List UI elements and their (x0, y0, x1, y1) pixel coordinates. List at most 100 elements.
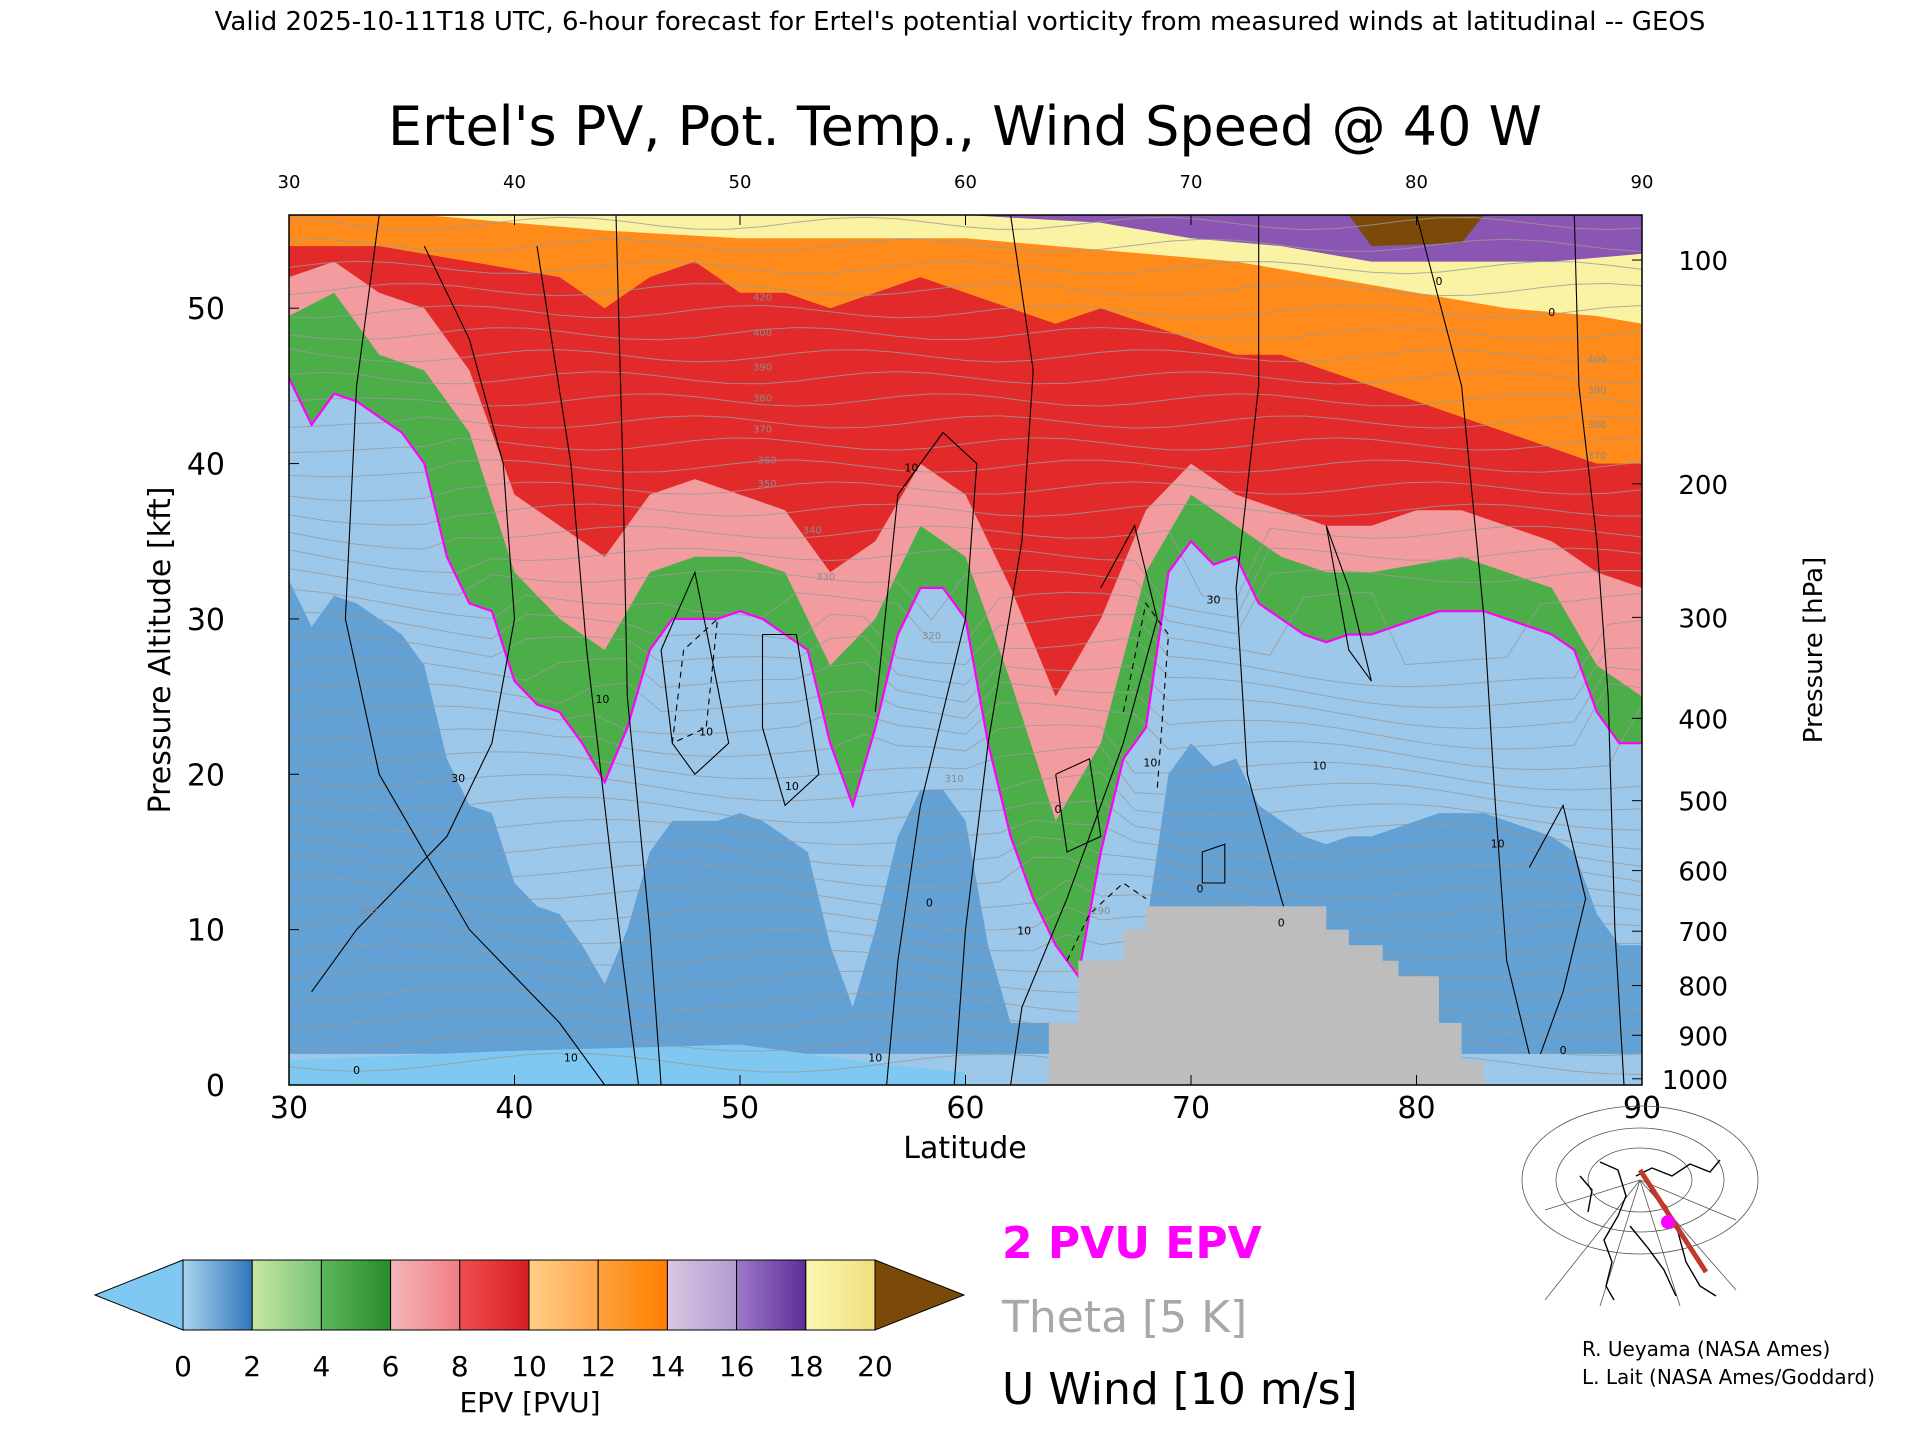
y-right-tick-label: 900 (1678, 1022, 1728, 1052)
theta-contour-label: 360 (758, 456, 777, 467)
theta-contour-label: 390 (753, 362, 772, 373)
x-tick-label: 80 (1397, 1091, 1435, 1126)
theta-contour-label: 300 (358, 906, 377, 917)
y-tick-label: 40 (187, 448, 225, 483)
colorbar-tick-label: 2 (243, 1350, 261, 1383)
u-wind-contour-label: 10 (564, 1052, 578, 1065)
credit-ueyama: R. Ueyama (NASA Ames) (1582, 1337, 1830, 1361)
colorbar-segment (666, 1259, 738, 1331)
x-tick-label: 30 (270, 1091, 308, 1126)
u-wind-contour-label: 0 (1436, 275, 1443, 288)
theta-contour-label: 370 (1587, 451, 1606, 462)
colorbar-segment (805, 1259, 876, 1331)
colorbar-tick-label: 0 (174, 1350, 192, 1383)
y-axis-right-label: Pressure [hPa] (1799, 557, 1829, 744)
colorbar-label: EPV [PVU] (459, 1386, 600, 1419)
legend-entry-theta: Theta [5 K] (1001, 1292, 1247, 1343)
x-tick-label: 60 (946, 1091, 984, 1126)
theta-contour-label: 290 (1091, 906, 1110, 917)
lowest-epv-bin (289, 1044, 966, 1085)
y-axis-left: 0 10 20 30 40 50 (187, 292, 299, 1104)
colorbar-tick-label: 20 (857, 1350, 893, 1383)
theta-contour-label: 390 (1587, 386, 1606, 397)
colorbar-tick-label: 14 (650, 1350, 686, 1383)
y-right-tick-label: 1000 (1662, 1066, 1728, 1096)
y-tick-label: 10 (187, 914, 225, 949)
u-wind-contour-label: 0 (353, 1064, 360, 1077)
y-right-tick-label: 600 (1678, 858, 1728, 888)
y-tick-label: 30 (187, 603, 225, 638)
top-x-axis: 30 40 50 60 70 80 90 (278, 172, 1654, 225)
theta-contour-label: 380 (753, 393, 772, 404)
colorbar-segment (736, 1259, 807, 1331)
u-wind-contour-label: 0 (1197, 882, 1204, 895)
u-wind-contour-label: 10 (1017, 924, 1031, 937)
y-axis-left-label: Pressure Altitude [kft] (143, 487, 178, 814)
y-right-tick-label: 700 (1678, 918, 1728, 948)
colorbar-tick-label: 4 (312, 1350, 330, 1383)
y-right-tick-label: 300 (1678, 604, 1728, 634)
colorbar-tick-label: 18 (788, 1350, 824, 1383)
u-wind-negative-contours (671, 602, 1170, 961)
y-right-tick-label: 100 (1678, 247, 1728, 277)
theta-contour-label: 310 (945, 774, 964, 785)
u-wind-contour-label: 10 (595, 693, 609, 706)
u-wind-contour-label: 30 (451, 772, 465, 785)
x-tick-label: 70 (1172, 1091, 1210, 1126)
u-wind-contour-label: 10 (868, 1052, 882, 1065)
colorbar-segment (320, 1259, 392, 1331)
colorbar-under-arrow (93, 1259, 184, 1331)
top-x-tick-label: 90 (1631, 172, 1654, 193)
theta-contour-label: 340 (803, 525, 822, 536)
theta-contour-label: 400 (753, 328, 772, 339)
colorbar-segment (459, 1259, 530, 1331)
colorbar-segment (251, 1259, 322, 1331)
u-wind-contour-label: 30 (1207, 593, 1221, 606)
u-wind-contour-label: 10 (699, 725, 713, 738)
top-x-tick-label: 70 (1180, 172, 1203, 193)
top-x-tick-label: 50 (729, 172, 752, 193)
u-wind-contour-label: 0 (1278, 917, 1285, 930)
top-x-tick-label: 40 (503, 172, 526, 193)
valid-time-header: Valid 2025-10-11T18 UTC, 6-hour forecast… (215, 7, 1706, 37)
u-wind-contour-label: 10 (1491, 837, 1505, 850)
credit-lait: L. Lait (NASA Ames/Goddard) (1582, 1365, 1875, 1389)
x-tick-label: 90 (1623, 1091, 1661, 1126)
x-tick-label: 40 (495, 1091, 533, 1126)
u-wind-contour-label: 10 (785, 780, 799, 793)
chart-title: Ertel's PV, Pot. Temp., Wind Speed @ 40 … (388, 95, 1542, 158)
plot-area: 30 10 10 10 10 10 10 10 30 10 10 0 0 0 0 0 0 0 0 10 420 400 39… (289, 215, 1642, 1085)
colorbar-tick-label: 8 (451, 1350, 469, 1383)
top-x-tick-label: 80 (1405, 172, 1428, 193)
u-wind-contour-label: 0 (926, 896, 933, 909)
location-map-inset (1521, 1105, 1759, 1307)
legend-entry-u-wind: U Wind [10 m/s] (1002, 1364, 1358, 1415)
y-tick-label: 50 (187, 292, 225, 327)
theta-contour-label: 320 (922, 631, 941, 642)
y-right-tick-label: 400 (1678, 705, 1728, 735)
theta-contour-label: 350 (758, 479, 777, 490)
colorbar-tick-label: 10 (511, 1350, 547, 1383)
theta-contour-label: 380 (1587, 420, 1606, 431)
colorbar-tick-label: 16 (719, 1350, 755, 1383)
colorbar-over-arrow (874, 1259, 966, 1331)
colorbar-segment (528, 1259, 599, 1331)
colorbar-segment (390, 1259, 461, 1331)
theta-contour-label: 420 (753, 292, 772, 303)
u-wind-contour-label: 0 (1548, 306, 1555, 319)
x-axis: 30 40 50 60 70 80 90 (270, 1075, 1661, 1126)
u-wind-contour-label: 10 (1313, 760, 1327, 773)
y-tick-label: 0 (206, 1069, 225, 1104)
epv-band-orange (289, 215, 1642, 464)
u-wind-contour-label: 10 (904, 461, 918, 474)
theta-contour-label: 370 (753, 425, 772, 436)
y-right-tick-label: 500 (1678, 788, 1728, 818)
y-tick-label: 20 (187, 758, 225, 793)
x-tick-label: 50 (721, 1091, 759, 1126)
colorbar-tick-label: 6 (382, 1350, 400, 1383)
y-right-tick-label: 800 (1678, 973, 1728, 1003)
epv-band-brown (1348, 215, 1485, 247)
epv-colorbar: 0 2 4 6 8 10 12 14 16 18 20 (93, 1259, 966, 1383)
colorbar-segment (597, 1259, 668, 1331)
